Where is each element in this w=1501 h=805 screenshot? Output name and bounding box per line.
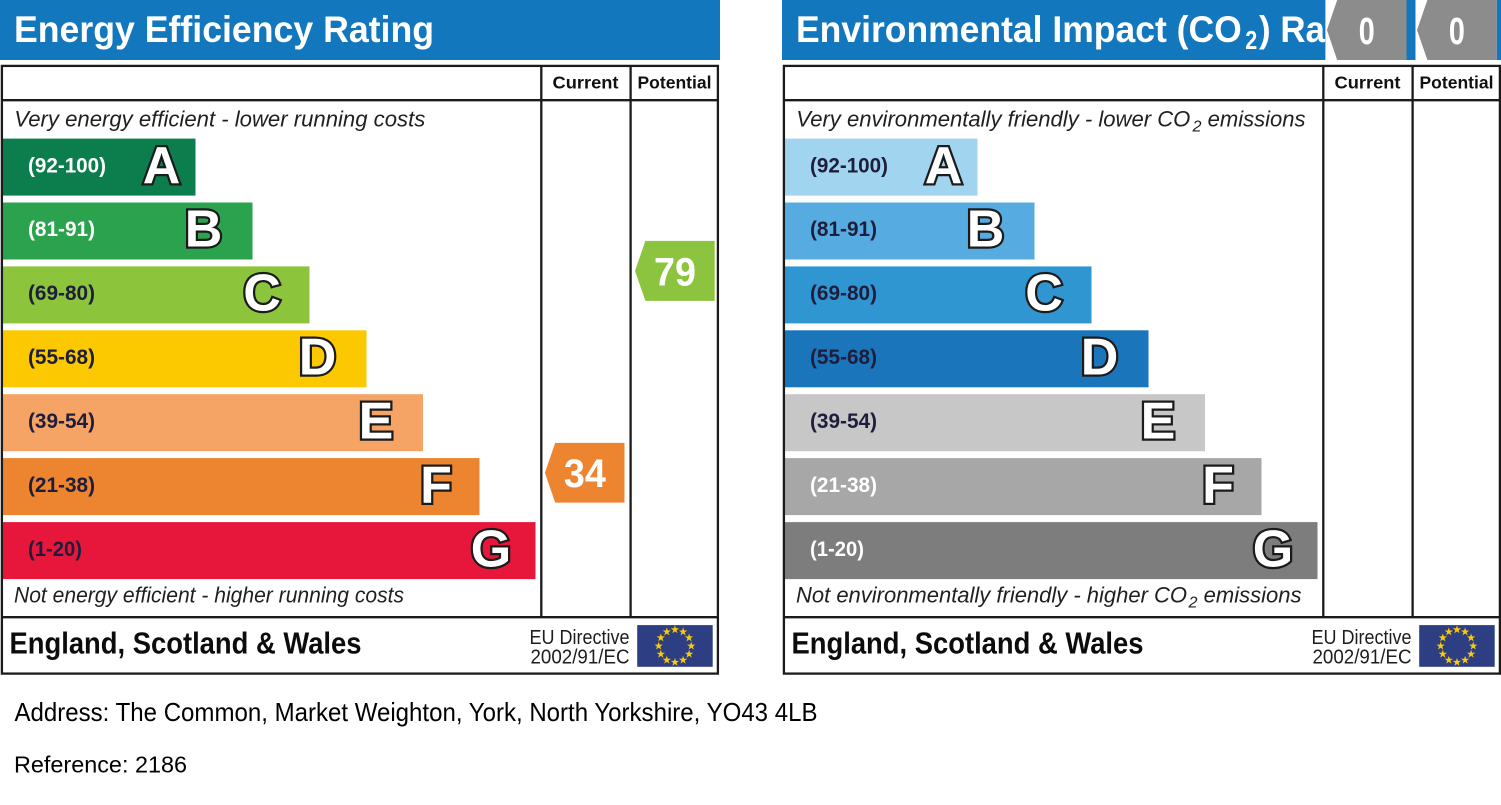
svg-text:A: A [143, 137, 181, 195]
svg-text:79: 79 [654, 250, 696, 294]
svg-text:England, Scotland & Wales: England, Scotland & Wales [792, 626, 1144, 661]
svg-text:(39-54): (39-54) [28, 410, 95, 433]
svg-text:2002/91/EC: 2002/91/EC [1313, 646, 1412, 668]
svg-text:G: G [471, 520, 511, 578]
svg-text:England, Scotland & Wales: England, Scotland & Wales [10, 626, 362, 661]
svg-text:B: B [185, 201, 223, 259]
svg-text:0: 0 [1449, 11, 1465, 53]
svg-text:Not environmentally friendly -: Not environmentally friendly - higher CO… [796, 583, 1302, 612]
svg-text:D: D [1081, 329, 1119, 387]
svg-text:A: A [925, 137, 963, 195]
svg-text:(81-91): (81-91) [810, 218, 877, 241]
svg-text:(55-68): (55-68) [28, 346, 95, 369]
svg-text:(55-68): (55-68) [810, 346, 877, 369]
svg-text:Address: The Common, Market We: Address: The Common, Market Weighton, Yo… [15, 697, 818, 727]
svg-text:G: G [1253, 520, 1293, 578]
svg-text:EU Directive: EU Directive [1312, 627, 1412, 649]
svg-text:Potential: Potential [638, 73, 712, 93]
svg-text:(92-100): (92-100) [810, 154, 888, 177]
svg-text:2002/91/EC: 2002/91/EC [531, 646, 630, 668]
svg-text:Potential: Potential [1420, 73, 1494, 93]
svg-text:E: E [359, 392, 394, 450]
svg-text:EU Directive: EU Directive [530, 627, 630, 649]
svg-text:E: E [1141, 392, 1176, 450]
svg-text:C: C [243, 265, 281, 323]
svg-text:(1-20): (1-20) [810, 538, 864, 561]
svg-text:34: 34 [564, 452, 607, 496]
svg-text:Energy Efficiency Rating: Energy Efficiency Rating [14, 9, 434, 50]
svg-text:D: D [299, 329, 337, 387]
svg-text:B: B [967, 201, 1005, 259]
svg-text:Current: Current [553, 73, 619, 93]
svg-text:(21-38): (21-38) [28, 474, 95, 497]
svg-text:F: F [1202, 456, 1234, 514]
svg-text:(81-91): (81-91) [28, 218, 95, 241]
svg-text:(1-20): (1-20) [28, 538, 82, 561]
svg-text:Environmental Impact (CO2) Rat: Environmental Impact (CO 2) Rating [796, 9, 1389, 55]
svg-text:(92-100): (92-100) [28, 154, 106, 177]
svg-text:Current: Current [1335, 73, 1401, 93]
svg-text:Reference: 2186: Reference: 2186 [14, 752, 187, 778]
svg-text:Very environmentally friendly: Very environmentally friendly - lower CO… [796, 107, 1305, 136]
svg-text:C: C [1025, 265, 1063, 323]
svg-text:(69-80): (69-80) [28, 282, 95, 305]
svg-text:Not energy efficient - higher: Not energy efficient - higher running co… [14, 583, 404, 608]
svg-text:F: F [420, 456, 452, 514]
svg-text:(39-54): (39-54) [810, 410, 877, 433]
svg-text:(69-80): (69-80) [810, 282, 877, 305]
svg-text:0: 0 [1359, 11, 1375, 53]
svg-text:Very energy efficient - lower: Very energy efficient - lower running co… [14, 107, 425, 132]
svg-text:(21-38): (21-38) [810, 474, 877, 497]
